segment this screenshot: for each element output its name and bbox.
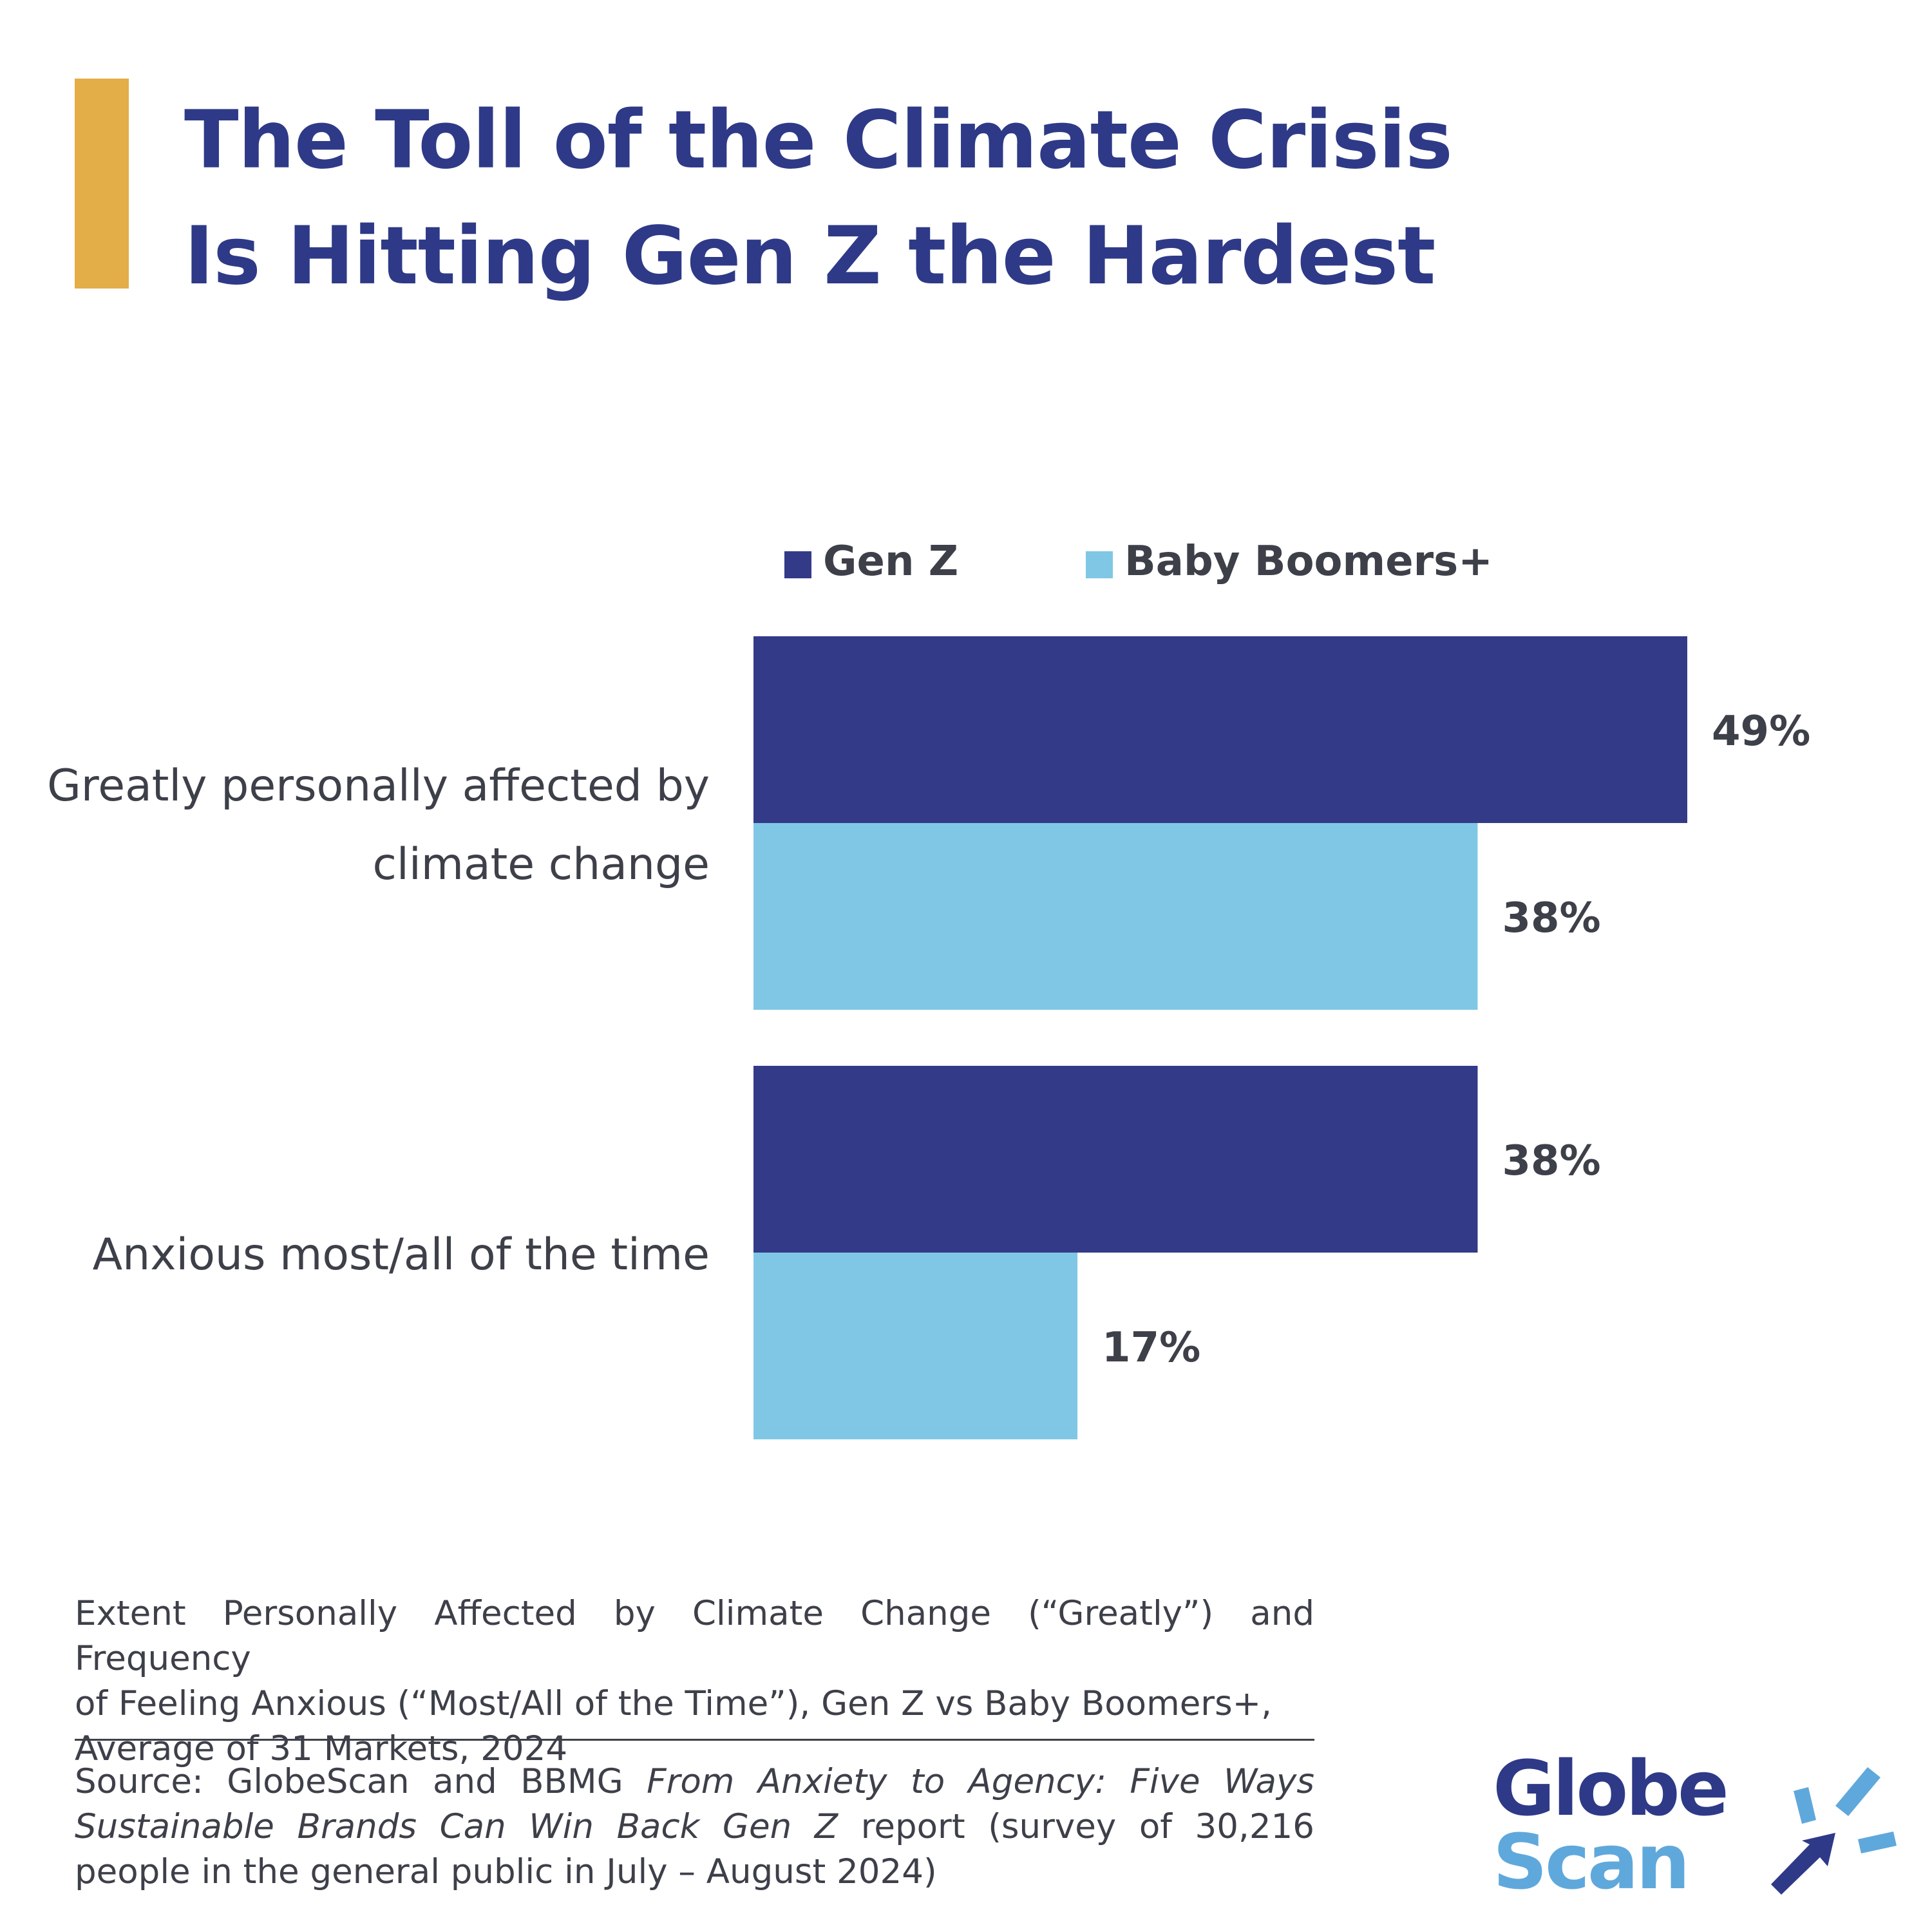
category-label-0-line-1: climate change (373, 839, 710, 890)
category-label-0-line-0: Greatly personally affected by (47, 761, 710, 811)
bar-baby-boomers-0 (753, 823, 1478, 1010)
source-prefix: Source: GlobeScan and BBMG (75, 1762, 647, 1801)
source-note: Source: GlobeScan and BBMG From Anxiety … (75, 1759, 1314, 1895)
logo-burst-icon (1771, 1767, 1897, 1895)
bar-gen-z-1 (753, 1066, 1478, 1253)
title-accent-bar (75, 79, 129, 289)
bar-gen-z-0 (753, 636, 1687, 823)
value-label-baby-boomers-0: 38% (1502, 895, 1600, 942)
caption-line-1: Extent Personally Affected by Climate Ch… (75, 1594, 1314, 1678)
chart-title-line-2: Is Hitting Gen Z the Hardest (184, 210, 1435, 303)
source-suffix: report (survey of 30,216 people in the g… (75, 1807, 1314, 1891)
legend-swatch-gen-z (784, 551, 811, 578)
globescan-logo-icon (1771, 1767, 1897, 1895)
footer-divider (75, 1739, 1314, 1741)
category-label-1-line-0: Anxious most/all of the time (93, 1229, 710, 1280)
chart-title: The Toll of the Climate Crisis Is Hittin… (184, 82, 1453, 314)
bar-chart: Gen Z Baby Boomers+ 49% 38% Greatly personal… (47, 538, 1810, 1439)
logo-word-globe: Globe (1493, 1744, 1729, 1833)
legend-swatch-baby-boomers (1086, 551, 1113, 578)
chart-title-line-1: The Toll of the Climate Crisis (184, 94, 1453, 187)
value-label-baby-boomers-1: 17% (1102, 1324, 1200, 1372)
caption-line-3: Average of 31 Markets, 2024 (75, 1729, 568, 1768)
bar-baby-boomers-1 (753, 1253, 1078, 1439)
source-report-title: From Anxiety to Agency: Five Ways Sustai… (75, 1762, 1314, 1846)
legend-label-baby-boomers: Baby Boomers+ (1124, 538, 1493, 585)
legend-label-gen-z: Gen Z (823, 538, 958, 585)
caption-line-2: of Feeling Anxious (“Most/All of the Tim… (75, 1684, 1272, 1723)
logo-word-scan: Scan (1493, 1817, 1690, 1906)
value-label-gen-z-0: 49% (1712, 708, 1810, 755)
value-label-gen-z-1: 38% (1502, 1137, 1600, 1185)
chart-caption: Extent Personally Affected by Climate Ch… (75, 1591, 1314, 1772)
